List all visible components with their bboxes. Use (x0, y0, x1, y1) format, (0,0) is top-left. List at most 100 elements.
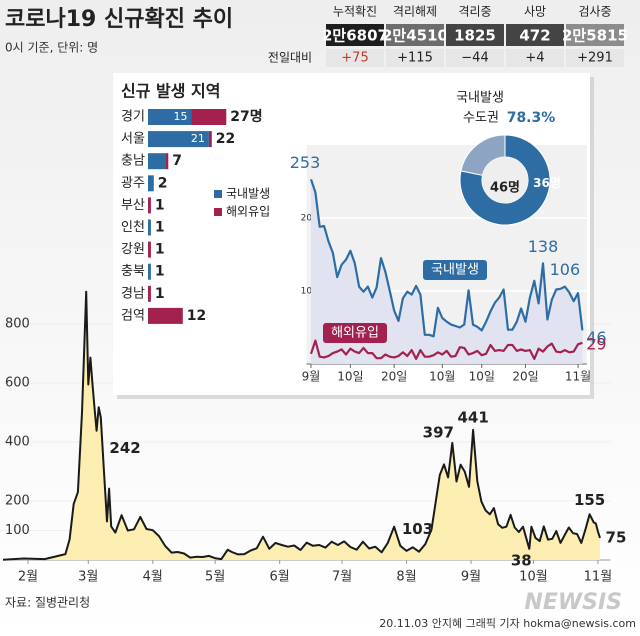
category-label: 충남 (121, 154, 145, 169)
category-label: 충북 (121, 264, 145, 279)
bar-segment (165, 153, 169, 170)
bar-segment (208, 131, 212, 148)
stats-table: 전일대비 누적확진 2만6807 +75 격리해제 2만4510 +115 격리중 1825 −4… (268, 5, 628, 67)
stat-value: 2만6807 (322, 27, 388, 45)
x-tick-label: 10월 (519, 570, 548, 585)
pie-title: 국내발생 (456, 91, 504, 106)
annotation: 106 (550, 260, 581, 279)
x-tick-label: 9월 (302, 370, 321, 384)
x-tick-label: 3월 (78, 570, 98, 585)
stat-box (506, 24, 564, 46)
annotation: 397 (423, 423, 454, 441)
stat-label: 사망 (524, 5, 546, 19)
stat-box (386, 24, 444, 46)
credit: 20.11.03 안지혜 그래픽 기자 hokma@newsis.com (379, 617, 636, 630)
bar-segment (191, 109, 227, 125)
x-tick-label: 7월 (332, 570, 352, 585)
y-tick-label: 600 (5, 376, 30, 391)
line (2, 290, 601, 561)
panel-title: 신규 발생 지역 (121, 82, 220, 101)
category-label: 경기 (121, 110, 145, 125)
total-label: 22 (216, 131, 235, 147)
series-label-box (423, 260, 487, 280)
annotation: 103 (402, 520, 433, 538)
total-label: 1 (155, 220, 165, 236)
share-label: 78.3% (507, 110, 556, 126)
category-label: 검역 (121, 308, 145, 323)
area (3, 291, 600, 560)
bar-segment (148, 197, 151, 214)
legend-label: 해외유입 (226, 205, 270, 219)
y-tick-label: 200 (5, 494, 30, 509)
y-tick-label: 800 (5, 317, 30, 332)
stat-value: 2만4510 (382, 27, 448, 45)
annotation: 75 (606, 528, 627, 546)
total-label: 1 (155, 286, 165, 302)
x-tick-label: 11월 (584, 570, 613, 585)
change-label: 전일대비 (268, 51, 312, 65)
change-box (386, 49, 444, 67)
x-tick-label: 9월 (461, 570, 481, 585)
annotation: 242 (109, 439, 140, 457)
source: 자료: 질병관리청 (5, 596, 90, 610)
y-tick-label: 200 (301, 214, 318, 224)
title: 코로나19 신규확진 추이 (5, 7, 233, 32)
bar-segment (148, 109, 192, 125)
category-label: 광주 (121, 176, 145, 191)
annotation: 138 (528, 237, 559, 256)
subtitle: 0시 기준, 단위: 명 (5, 41, 98, 55)
legend-label: 국내발생 (226, 187, 270, 201)
x-tick-label: 10일 (337, 370, 363, 384)
change-box (446, 49, 504, 67)
stat-label: 검사중 (578, 5, 611, 19)
center-label: 46명 (490, 180, 520, 196)
slice-label: 36명 (533, 176, 561, 190)
stat-box (326, 24, 384, 46)
bar-segment (148, 263, 151, 280)
x-tick-label: 20일 (512, 370, 538, 384)
stat-change: −44 (461, 51, 488, 66)
bar-segment (148, 153, 166, 170)
bar-segment (148, 175, 154, 192)
bar-segment (148, 131, 209, 148)
annotation: 441 (457, 408, 488, 426)
total-label: 7 (172, 153, 182, 169)
category-label: 인천 (121, 220, 145, 235)
stat-box (566, 24, 624, 46)
stat-change: +4 (525, 51, 544, 66)
stat-value: 1825 (454, 27, 496, 45)
annotation: 29 (586, 334, 606, 353)
x-tick-label: 8월 (396, 570, 416, 585)
logo: NEWSIS (524, 590, 622, 615)
bar-segment (148, 219, 151, 236)
bar-segment (148, 307, 183, 324)
stat-label: 누적확진 (333, 5, 377, 19)
change-box (506, 49, 564, 67)
series-line (309, 178, 584, 338)
y-tick-label: 100 (5, 523, 30, 538)
series-label-box (323, 323, 387, 343)
stat-change: +75 (341, 51, 368, 66)
legend-swatch (214, 190, 222, 198)
x-tick-label: 10일 (469, 370, 495, 384)
segment-label: 15 (174, 110, 188, 123)
y-tick-label: 400 (5, 435, 30, 450)
series-line (309, 339, 583, 360)
total-label: 1 (155, 264, 165, 280)
stat-value: 2만5815 (562, 27, 628, 45)
x-tick-label: 6월 (270, 570, 290, 585)
annotation: 155 (574, 491, 605, 509)
x-tick-label: 20일 (381, 370, 407, 384)
bar-segment (148, 285, 151, 302)
stat-box (446, 24, 504, 46)
series-label: 해외유입 (331, 326, 379, 341)
total-label: 1 (155, 197, 165, 213)
total-label: 12 (187, 308, 206, 324)
x-tick-label: 10월 (429, 370, 455, 384)
donut-hole (482, 157, 528, 203)
stat-change: +115 (397, 51, 433, 66)
total-label: 2 (158, 175, 168, 191)
y-tick-label: 100 (301, 287, 318, 297)
